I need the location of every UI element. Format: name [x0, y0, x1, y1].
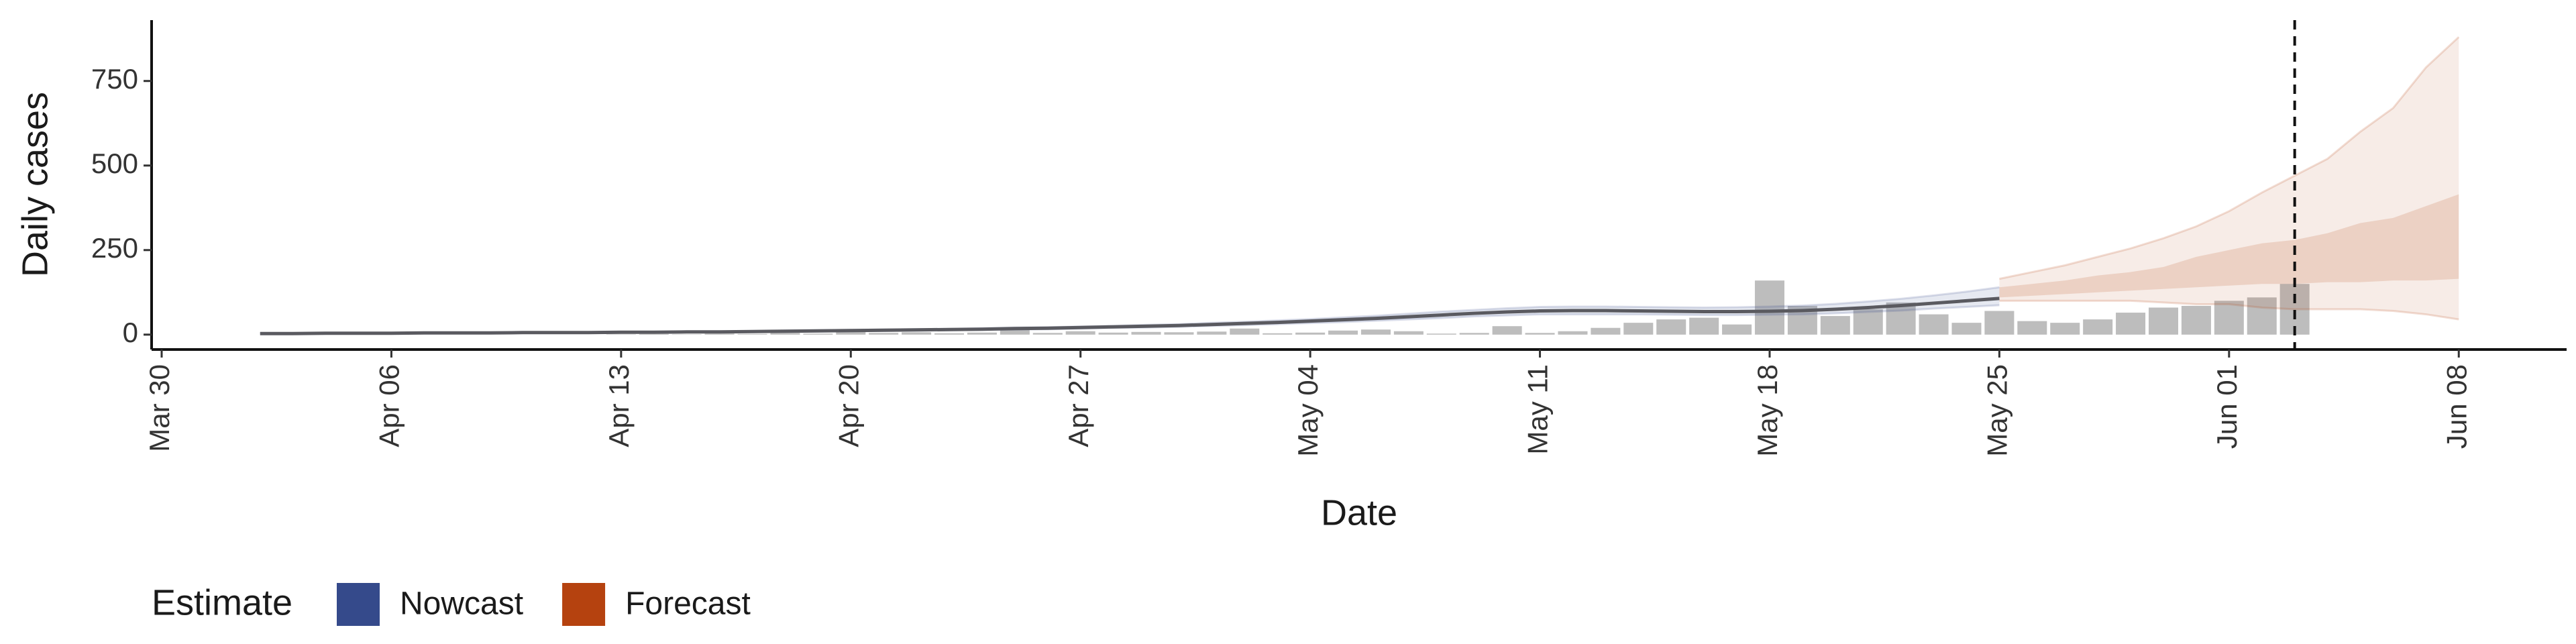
bar [1591, 327, 1621, 335]
bar [1623, 323, 1654, 335]
x-axis-title: Date [1321, 492, 1397, 533]
bar [1853, 309, 1883, 335]
bar [1000, 329, 1030, 335]
bar [1098, 332, 1128, 335]
bar [803, 333, 833, 335]
y-tick-label: 0 [123, 317, 138, 348]
bar [1393, 331, 1424, 335]
ribbon [1999, 37, 2459, 320]
bar [1558, 331, 1588, 335]
bar [2214, 301, 2244, 335]
x-tick-label: Jun 08 [2440, 364, 2472, 449]
bar [1328, 330, 1358, 335]
x-tick-label: Apr 20 [833, 364, 864, 447]
x-tick-label: May 18 [1752, 364, 1783, 457]
bar [1656, 319, 1686, 335]
ribbon-edge [1999, 36, 2460, 280]
ribbon-edge [1999, 299, 2459, 321]
bar [1689, 317, 1719, 335]
bar [639, 333, 669, 335]
y-tick-label: 750 [91, 63, 138, 95]
bar [1886, 302, 1916, 335]
bar [1263, 333, 1293, 335]
bar [672, 334, 702, 335]
x-tick-label: Apr 27 [1063, 364, 1094, 447]
bar [770, 333, 800, 335]
bar [1426, 333, 1456, 335]
bar [737, 333, 767, 335]
bar [1295, 332, 1326, 335]
y-tick-label: 500 [91, 148, 138, 179]
bar [1459, 333, 1489, 335]
legend-swatch [562, 583, 606, 626]
bar [2050, 323, 2080, 335]
bar [967, 332, 997, 335]
bar [1131, 331, 1161, 335]
y-axis-title: Daily cases [15, 92, 55, 277]
bar [2017, 321, 2047, 335]
bar [1754, 280, 1784, 335]
bar [1951, 323, 1982, 335]
bar [1525, 333, 1555, 335]
x-tick-label: Mar 30 [144, 364, 175, 452]
bar [934, 333, 965, 335]
legend-label: Nowcast [400, 586, 523, 622]
bar [869, 333, 899, 335]
bar [1984, 311, 2015, 335]
x-tick-label: May 04 [1292, 364, 1324, 457]
y-tick-label: 250 [91, 232, 138, 264]
bar [1230, 328, 1260, 335]
median-line [260, 297, 2000, 335]
legend-label: Forecast [625, 586, 751, 622]
bar [1197, 331, 1227, 335]
bar [836, 331, 866, 335]
x-tick-label: Apr 13 [603, 364, 635, 447]
bar [1164, 332, 1194, 335]
bar [2148, 307, 2178, 335]
bar [704, 333, 735, 335]
bar [1722, 324, 1752, 335]
bar [2247, 297, 2277, 335]
x-tick-label: Apr 06 [374, 364, 405, 447]
x-tick-label: May 25 [1981, 364, 2012, 457]
bar [1065, 331, 1095, 335]
bar [1919, 314, 1949, 335]
ribbon-inner [1999, 194, 2459, 298]
x-tick-label: May 11 [1522, 364, 1554, 455]
bar [2181, 305, 2211, 335]
legend-swatch [337, 583, 380, 626]
bar [902, 332, 932, 335]
bar [2083, 319, 2113, 335]
x-tick-label: Jun 01 [2211, 364, 2243, 449]
bar [1360, 329, 1391, 335]
bar [606, 334, 636, 335]
bar [1032, 333, 1063, 335]
bar [1820, 316, 1850, 335]
bar [1492, 326, 1522, 335]
bar [2116, 313, 2146, 335]
legend-title: Estimate [152, 582, 292, 623]
